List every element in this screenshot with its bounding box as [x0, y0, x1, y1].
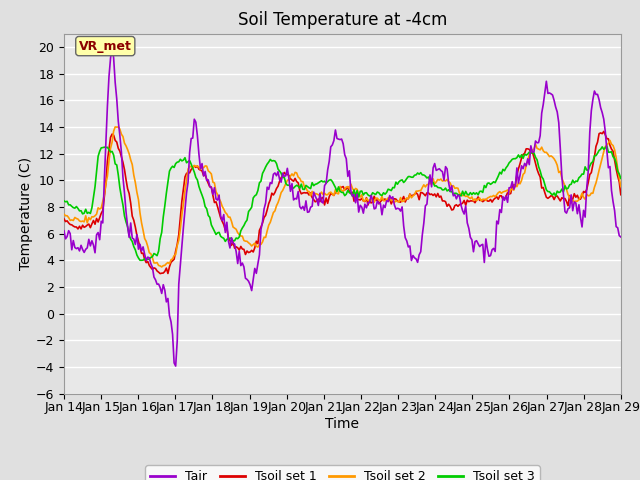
Text: VR_met: VR_met — [79, 39, 132, 53]
Y-axis label: Temperature (C): Temperature (C) — [19, 157, 33, 270]
Legend: Tair, Tsoil set 1, Tsoil set 2, Tsoil set 3: Tair, Tsoil set 1, Tsoil set 2, Tsoil se… — [145, 465, 540, 480]
X-axis label: Time: Time — [325, 417, 360, 431]
Title: Soil Temperature at -4cm: Soil Temperature at -4cm — [237, 11, 447, 29]
